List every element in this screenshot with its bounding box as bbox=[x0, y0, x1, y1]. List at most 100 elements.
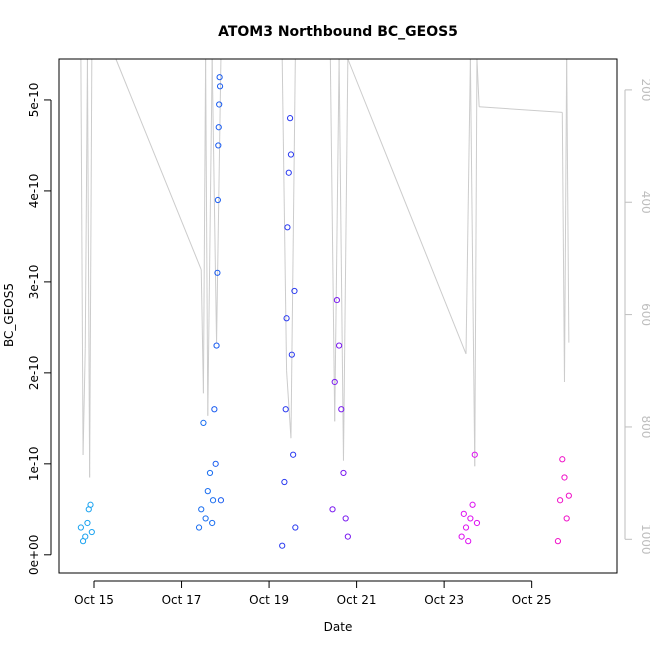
data-point bbox=[458, 533, 465, 540]
data-point bbox=[557, 497, 564, 504]
y-axis: 0e+00 1e-10 2e-10 3e-10 4e-10 5e-10 bbox=[27, 83, 52, 575]
x-tick-label: Oct 15 bbox=[74, 593, 114, 607]
data-point bbox=[287, 151, 295, 158]
data-point bbox=[84, 519, 91, 527]
data-point bbox=[291, 287, 298, 295]
data-point bbox=[563, 515, 570, 522]
pressure-line-segment bbox=[563, 58, 568, 383]
x-axis: Oct 15 Oct 17 Oct 19 Oct 21 Oct 23 Oct 25 bbox=[74, 580, 552, 607]
data-point bbox=[214, 269, 221, 276]
right-tick-label: 1000 bbox=[639, 524, 650, 555]
data-point bbox=[279, 542, 286, 549]
data-point bbox=[284, 224, 291, 231]
data-point bbox=[214, 196, 221, 204]
pressure-line-segment bbox=[469, 58, 476, 467]
pressure-line-segment bbox=[561, 112, 565, 383]
x-tick-label: Oct 17 bbox=[162, 593, 202, 607]
x-axis-label: Date bbox=[324, 620, 353, 634]
pressure-line-segment bbox=[338, 58, 344, 461]
pressure-line-segment bbox=[216, 58, 222, 343]
data-point bbox=[460, 510, 467, 517]
data-point bbox=[335, 342, 343, 349]
x-tick-label: Oct 25 bbox=[512, 593, 552, 607]
data-point bbox=[286, 115, 294, 122]
data-point bbox=[554, 538, 562, 545]
data-point bbox=[281, 478, 288, 486]
y-tick-label: 1e-10 bbox=[27, 447, 41, 482]
data-point bbox=[209, 519, 216, 527]
data-point bbox=[200, 419, 207, 426]
data-point bbox=[215, 142, 222, 149]
right-tick-label: 800 bbox=[639, 415, 650, 438]
pressure-layer bbox=[80, 58, 570, 478]
data-point bbox=[561, 474, 568, 481]
pressure-line-segment bbox=[566, 58, 570, 343]
data-point bbox=[329, 506, 336, 513]
pressure-line-segment bbox=[84, 58, 88, 349]
pressure-line-segment bbox=[479, 106, 563, 113]
pressure-line-segment bbox=[347, 58, 467, 355]
data-point bbox=[198, 506, 205, 513]
pressure-line-segment bbox=[80, 58, 84, 456]
pressure-line-segment bbox=[115, 58, 202, 270]
data-point bbox=[216, 83, 224, 90]
pressure-line-segment bbox=[89, 58, 93, 478]
data-point bbox=[202, 515, 209, 522]
pressure-line-segment bbox=[476, 58, 480, 107]
data-point bbox=[282, 406, 289, 413]
data-point bbox=[215, 124, 222, 131]
pressure-line-segment bbox=[474, 58, 478, 467]
y-tick-label: 0e+00 bbox=[27, 535, 41, 575]
pressure-line-segment bbox=[334, 58, 340, 422]
y-tick-label: 2e-10 bbox=[27, 356, 41, 391]
pressure-line-segment bbox=[329, 58, 336, 422]
data-point bbox=[283, 315, 290, 322]
x-tick-label: Oct 23 bbox=[424, 593, 464, 607]
data-point bbox=[290, 451, 297, 458]
plot-frame bbox=[58, 58, 618, 574]
data-point bbox=[204, 488, 211, 495]
data-point bbox=[462, 524, 470, 531]
y-tick-label: 5e-10 bbox=[27, 83, 41, 118]
chart-title: ATOM3 Northbound BC_GEOS5 bbox=[218, 24, 458, 40]
data-point bbox=[467, 515, 474, 522]
data-point bbox=[565, 492, 572, 499]
data-point bbox=[342, 515, 349, 522]
data-point bbox=[217, 497, 225, 504]
pressure-line-segment bbox=[286, 370, 292, 439]
pressure-line-segment bbox=[207, 58, 213, 416]
data-point bbox=[87, 501, 94, 508]
y-axis-label: BC_GEOS5 bbox=[2, 283, 16, 347]
right-axis: 200 400 600 800 1000 bbox=[624, 78, 650, 555]
right-tick-label: 200 bbox=[639, 78, 650, 101]
data-point bbox=[331, 378, 338, 386]
data-point bbox=[344, 533, 351, 540]
data-point bbox=[340, 469, 347, 477]
data-point bbox=[469, 501, 476, 508]
data-point bbox=[213, 342, 220, 349]
data-point bbox=[82, 533, 89, 540]
data-point bbox=[209, 497, 217, 504]
pressure-line-segment bbox=[342, 58, 349, 461]
data-point bbox=[471, 451, 478, 458]
data-point bbox=[216, 74, 223, 81]
data-point bbox=[212, 460, 219, 467]
pressure-line-segment bbox=[465, 58, 471, 354]
data-point bbox=[288, 351, 295, 358]
data-point bbox=[216, 101, 223, 108]
data-point bbox=[338, 406, 345, 413]
pressure-line-segment bbox=[86, 58, 91, 478]
pressure-line-segment bbox=[82, 348, 86, 456]
data-point bbox=[473, 519, 481, 527]
pressure-line-segment bbox=[281, 58, 288, 371]
y-tick-label: 4e-10 bbox=[27, 174, 41, 209]
data-point bbox=[333, 296, 341, 304]
right-tick-label: 400 bbox=[639, 191, 650, 214]
points-layer bbox=[77, 74, 572, 549]
data-point bbox=[88, 528, 95, 536]
data-point bbox=[292, 524, 299, 531]
data-point bbox=[77, 524, 84, 531]
x-tick-label: Oct 19 bbox=[249, 593, 289, 607]
data-point bbox=[465, 538, 472, 545]
